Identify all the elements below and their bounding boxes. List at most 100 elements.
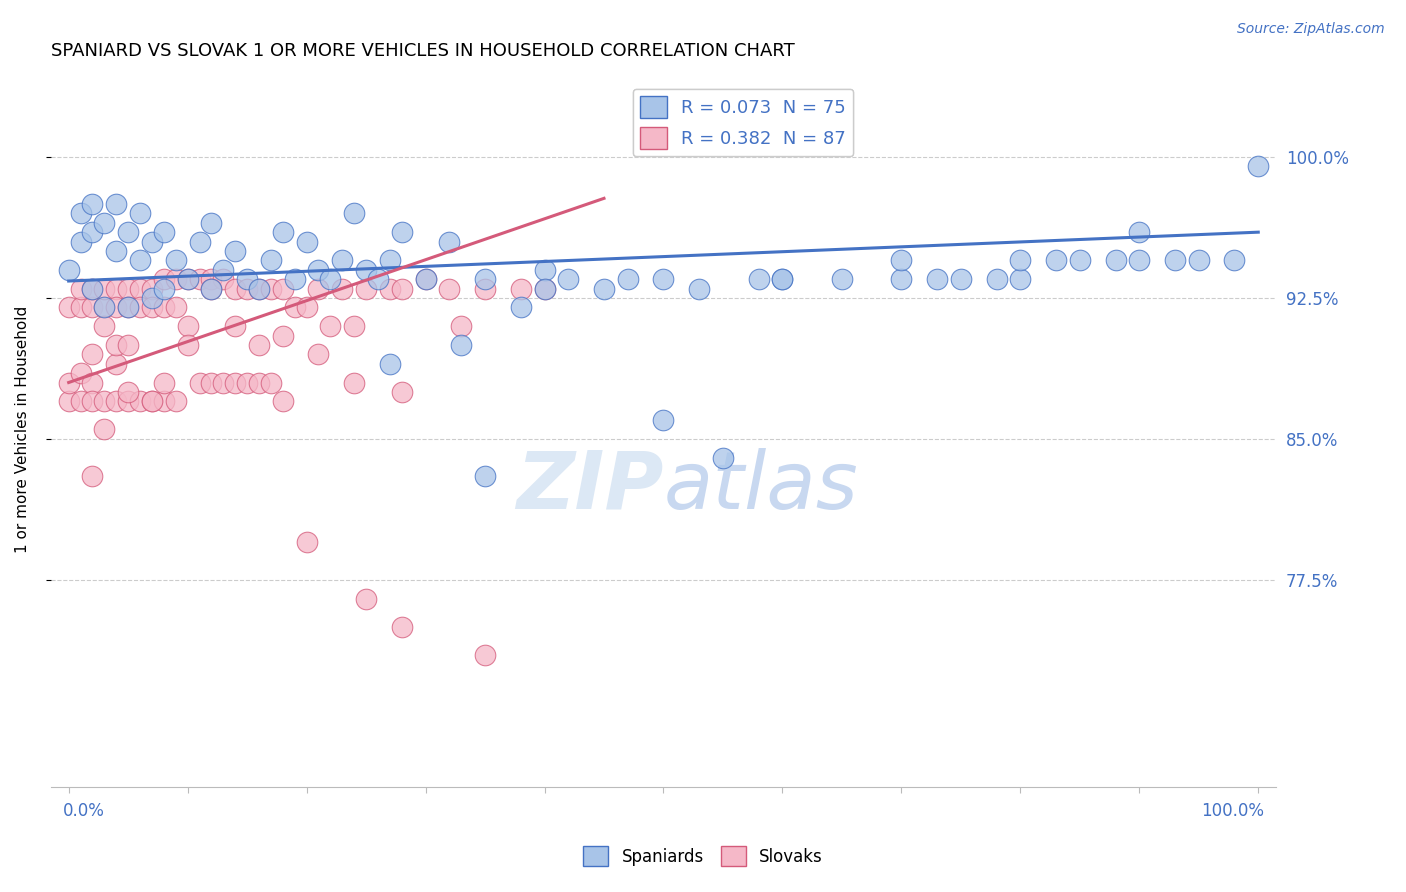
Point — [284, 301, 307, 315]
Point — [129, 281, 152, 295]
Point — [688, 281, 710, 295]
Point — [212, 262, 235, 277]
Point — [188, 235, 211, 249]
Point — [82, 281, 104, 295]
Point — [141, 301, 163, 315]
Point — [212, 376, 235, 390]
Point — [176, 272, 198, 286]
Point — [367, 272, 389, 286]
Point — [117, 281, 139, 295]
Point — [831, 272, 853, 286]
Point — [391, 620, 413, 634]
Point — [188, 376, 211, 390]
Point — [69, 301, 91, 315]
Point — [343, 206, 366, 220]
Point — [271, 394, 294, 409]
Point — [200, 272, 222, 286]
Point — [236, 376, 259, 390]
Point — [165, 301, 187, 315]
Point — [69, 366, 91, 380]
Point — [200, 376, 222, 390]
Point — [58, 301, 80, 315]
Point — [176, 338, 198, 352]
Text: ZIP: ZIP — [516, 448, 664, 525]
Point — [450, 338, 472, 352]
Point — [69, 235, 91, 249]
Text: 0.0%: 0.0% — [63, 802, 104, 820]
Point — [1223, 253, 1246, 268]
Point — [93, 301, 115, 315]
Point — [354, 281, 377, 295]
Point — [295, 235, 318, 249]
Point — [236, 281, 259, 295]
Point — [165, 272, 187, 286]
Point — [93, 301, 115, 315]
Point — [141, 394, 163, 409]
Point — [378, 253, 401, 268]
Point — [82, 197, 104, 211]
Point — [69, 206, 91, 220]
Point — [295, 535, 318, 549]
Point — [129, 394, 152, 409]
Point — [533, 281, 555, 295]
Point — [1188, 253, 1211, 268]
Point — [153, 272, 176, 286]
Point — [260, 253, 283, 268]
Point — [153, 281, 176, 295]
Point — [354, 591, 377, 606]
Point — [295, 301, 318, 315]
Point — [69, 281, 91, 295]
Point — [82, 376, 104, 390]
Point — [354, 262, 377, 277]
Point — [247, 376, 270, 390]
Point — [188, 272, 211, 286]
Point — [308, 347, 330, 361]
Point — [343, 376, 366, 390]
Point — [439, 235, 461, 249]
Point — [271, 225, 294, 239]
Point — [129, 206, 152, 220]
Point — [415, 272, 437, 286]
Point — [391, 281, 413, 295]
Point — [93, 394, 115, 409]
Point — [770, 272, 793, 286]
Point — [117, 384, 139, 399]
Point — [533, 262, 555, 277]
Point — [117, 225, 139, 239]
Point — [247, 281, 270, 295]
Point — [165, 253, 187, 268]
Point — [770, 272, 793, 286]
Text: SPANIARD VS SLOVAK 1 OR MORE VEHICLES IN HOUSEHOLD CORRELATION CHART: SPANIARD VS SLOVAK 1 OR MORE VEHICLES IN… — [51, 42, 794, 60]
Point — [652, 272, 675, 286]
Point — [474, 281, 496, 295]
Point — [176, 319, 198, 334]
Point — [117, 338, 139, 352]
Point — [141, 235, 163, 249]
Point — [593, 281, 616, 295]
Point — [212, 272, 235, 286]
Point — [1247, 160, 1270, 174]
Point — [271, 281, 294, 295]
Point — [247, 281, 270, 295]
Point — [58, 376, 80, 390]
Point — [236, 272, 259, 286]
Point — [129, 301, 152, 315]
Point — [711, 450, 734, 465]
Point — [247, 338, 270, 352]
Point — [330, 281, 353, 295]
Point — [474, 648, 496, 662]
Point — [1045, 253, 1067, 268]
Point — [260, 376, 283, 390]
Point — [260, 281, 283, 295]
Point — [153, 225, 176, 239]
Point — [949, 272, 972, 286]
Point — [330, 253, 353, 268]
Point — [271, 328, 294, 343]
Point — [58, 262, 80, 277]
Point — [82, 469, 104, 483]
Point — [391, 225, 413, 239]
Point — [378, 281, 401, 295]
Point — [1104, 253, 1126, 268]
Point — [308, 281, 330, 295]
Y-axis label: 1 or more Vehicles in Household: 1 or more Vehicles in Household — [15, 306, 30, 553]
